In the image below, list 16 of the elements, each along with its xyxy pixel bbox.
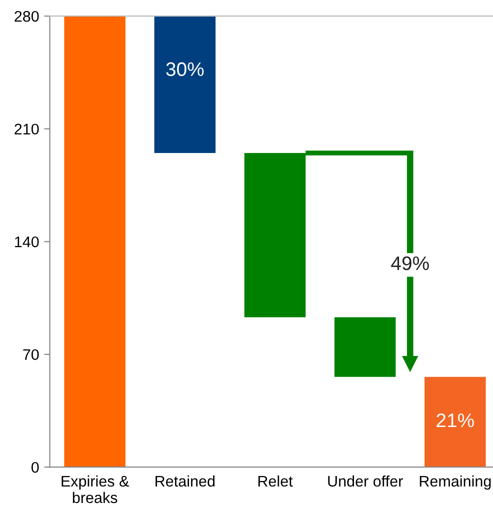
y-tick-label: 210 [14, 124, 39, 135]
x-tick-label: Retained [156, 475, 215, 487]
y-tick-label: 140 [15, 236, 39, 248]
annotation: 49% [391, 256, 429, 270]
x-tick-label: Under offer [328, 475, 403, 487]
bar [424, 376, 486, 468]
y-tick-label: 0 [31, 462, 39, 473]
y-tick-label: 70 [23, 349, 39, 360]
y-tick-label: 280 [14, 10, 39, 22]
annotation: 30% [166, 62, 204, 76]
bar [64, 16, 126, 468]
annotation: 21% [436, 413, 474, 428]
x-tick-label: Expiries & breaks [62, 475, 129, 504]
x-tick-label: Relet [258, 475, 293, 487]
x-tick-label: Remaining [420, 475, 491, 490]
bar [154, 16, 216, 154]
